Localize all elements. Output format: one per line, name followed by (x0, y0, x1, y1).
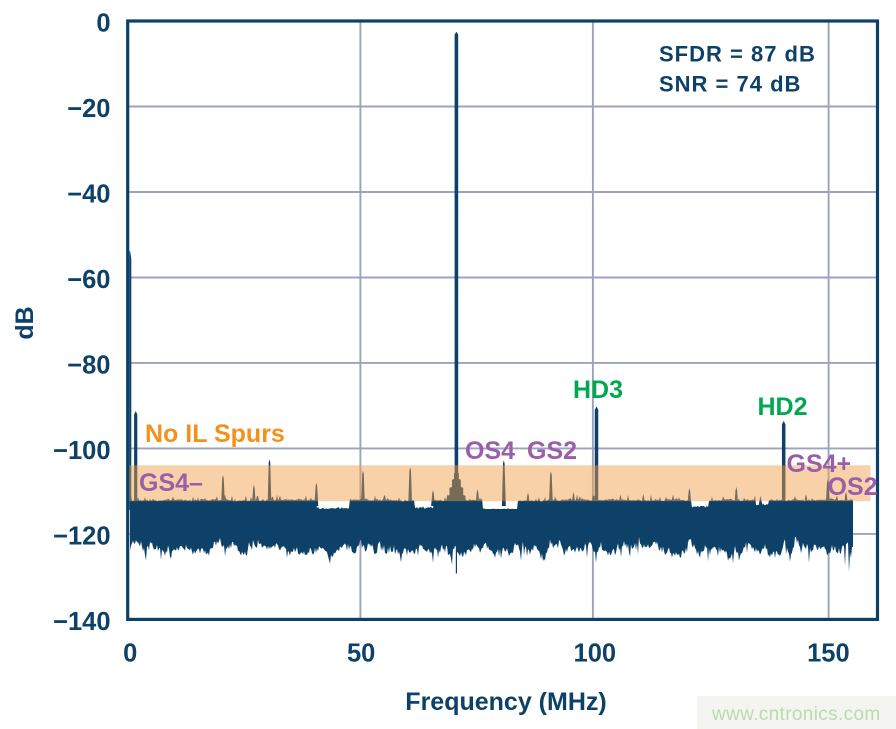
svg-text:GS4–: GS4– (139, 469, 203, 497)
svg-text:−20: −20 (67, 95, 110, 123)
svg-text:GS2: GS2 (527, 437, 577, 465)
svg-text:www.cntronics.com: www.cntronics.com (711, 704, 881, 725)
svg-text:OS2: OS2 (828, 473, 878, 501)
svg-text:−40: −40 (67, 181, 110, 209)
svg-text:100: 100 (574, 639, 617, 667)
svg-text:−60: −60 (67, 266, 110, 294)
svg-text:SFDR = 87 dB: SFDR = 87 dB (659, 42, 816, 67)
svg-text:0: 0 (123, 639, 137, 667)
svg-text:0: 0 (96, 10, 110, 38)
svg-text:No IL Spurs: No IL Spurs (145, 420, 285, 448)
svg-text:OS4: OS4 (465, 437, 515, 465)
svg-text:dB: dB (11, 306, 39, 339)
svg-text:−140: −140 (53, 608, 110, 636)
svg-text:GS4+: GS4+ (787, 450, 852, 478)
svg-text:150: 150 (807, 639, 850, 667)
svg-text:HD3: HD3 (573, 376, 623, 404)
svg-text:Frequency (MHz): Frequency (MHz) (405, 688, 606, 716)
svg-text:50: 50 (347, 639, 375, 667)
svg-text:−80: −80 (67, 352, 110, 380)
svg-text:HD2: HD2 (758, 393, 808, 421)
svg-text:−100: −100 (53, 437, 110, 465)
svg-text:SNR = 74 dB: SNR = 74 dB (659, 71, 801, 96)
svg-text:−120: −120 (53, 523, 110, 551)
